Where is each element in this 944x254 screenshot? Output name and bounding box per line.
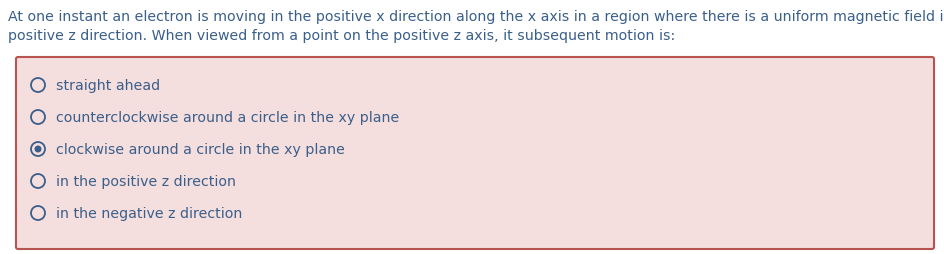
- Circle shape: [35, 146, 42, 153]
- Text: in the negative z direction: in the negative z direction: [56, 206, 243, 220]
- FancyBboxPatch shape: [16, 58, 934, 249]
- Circle shape: [31, 206, 45, 220]
- Text: counterclockwise around a circle in the xy plane: counterclockwise around a circle in the …: [56, 110, 399, 124]
- Circle shape: [31, 79, 45, 93]
- Text: At one instant an electron is moving in the positive x direction along the x axi: At one instant an electron is moving in …: [8, 10, 944, 24]
- Circle shape: [31, 142, 45, 156]
- Text: positive z direction. When viewed from a point on the positive z axis, it subseq: positive z direction. When viewed from a…: [8, 29, 675, 43]
- Text: in the positive z direction: in the positive z direction: [56, 174, 236, 188]
- Circle shape: [31, 174, 45, 188]
- Circle shape: [31, 110, 45, 124]
- Text: clockwise around a circle in the xy plane: clockwise around a circle in the xy plan…: [56, 142, 345, 156]
- Text: straight ahead: straight ahead: [56, 79, 160, 93]
